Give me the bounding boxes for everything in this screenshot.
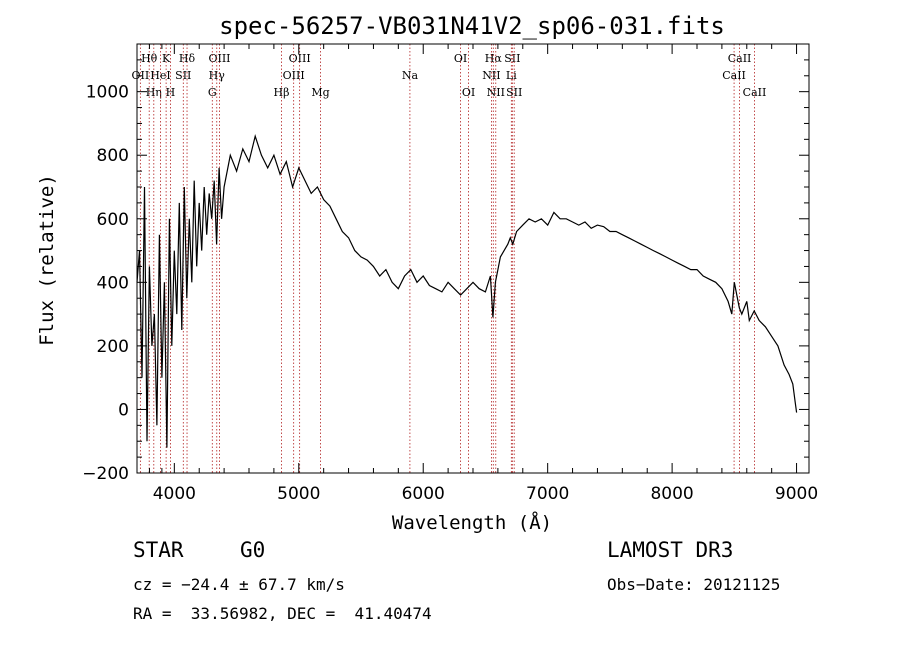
- y-tick-label: −200: [82, 464, 129, 484]
- subclass-label: G0: [240, 538, 266, 562]
- obs-date-text: Obs−Date: 20121125: [607, 575, 781, 594]
- y-tick-label: 200: [97, 337, 129, 357]
- line-label-5: H: [166, 86, 176, 99]
- line-label-24: CaII: [728, 52, 752, 65]
- plot-frame: [136, 43, 810, 474]
- line-label-10: G: [208, 86, 217, 99]
- x-tick-label: 7000: [526, 484, 569, 504]
- line-label-20: NII: [487, 86, 505, 99]
- y-axis-ticks: −200 0 200 400 600 800 1000: [82, 59, 809, 484]
- line-label-21: SII: [504, 52, 520, 65]
- redshift-text: cz = −24.4 ± 67.7 km/s: [133, 575, 345, 594]
- y-tick-label: 600: [97, 210, 129, 230]
- line-label-8: OIII: [208, 52, 230, 65]
- y-axis-label: Flux (relative): [36, 174, 58, 346]
- line-label-6: SII: [175, 69, 191, 82]
- line-label-11: Hβ: [274, 86, 290, 99]
- line-label-9: Hγ: [209, 69, 226, 82]
- x-tick-label: 8000: [650, 484, 693, 504]
- x-tick-label: 9000: [775, 484, 818, 504]
- x-axis-label: Wavelength (Å): [392, 511, 552, 534]
- x-axis-ticks: 4000 5000 6000 7000 8000 9000: [148, 44, 818, 504]
- y-tick-label: 0: [118, 400, 129, 420]
- line-label-25: CaII: [722, 69, 746, 82]
- line-label-18: Hα: [485, 52, 503, 65]
- line-label-22: Li: [506, 69, 517, 82]
- line-label-7: Hδ: [179, 52, 196, 65]
- flux-series-line: [136, 134, 798, 448]
- line-label-12: OIII: [289, 52, 311, 65]
- chart-title: spec-56257-VB031N41V2_sp06-031.fits: [219, 12, 725, 40]
- line-label-23: SII: [506, 86, 522, 99]
- y-tick-label: 400: [97, 273, 129, 293]
- survey-label: LAMOST DR3: [607, 538, 734, 562]
- x-tick-label: 5000: [277, 484, 320, 504]
- line-label-2: Hη: [146, 86, 162, 99]
- line-label-16: OI: [454, 52, 467, 65]
- line-label-19: NII: [482, 69, 500, 82]
- x-tick-label: 6000: [402, 484, 445, 504]
- class-label: STAR: [133, 538, 184, 562]
- line-label-13: OIII: [283, 69, 305, 82]
- line-label-15: Na: [402, 69, 419, 82]
- line-label-14: Mg: [311, 86, 329, 99]
- line-label-0: Hθ: [141, 52, 158, 65]
- line-label-26: CaII: [743, 86, 767, 99]
- x-tick-label: 4000: [153, 484, 196, 504]
- coordinates-text: RA = 33.56982, DEC = 41.40474: [133, 604, 432, 623]
- line-label-17: OI: [462, 86, 475, 99]
- y-tick-label: 1000: [86, 83, 129, 103]
- line-label-4: K: [162, 52, 171, 65]
- line-label-3: HeI: [150, 69, 170, 82]
- y-tick-label: 800: [97, 146, 129, 166]
